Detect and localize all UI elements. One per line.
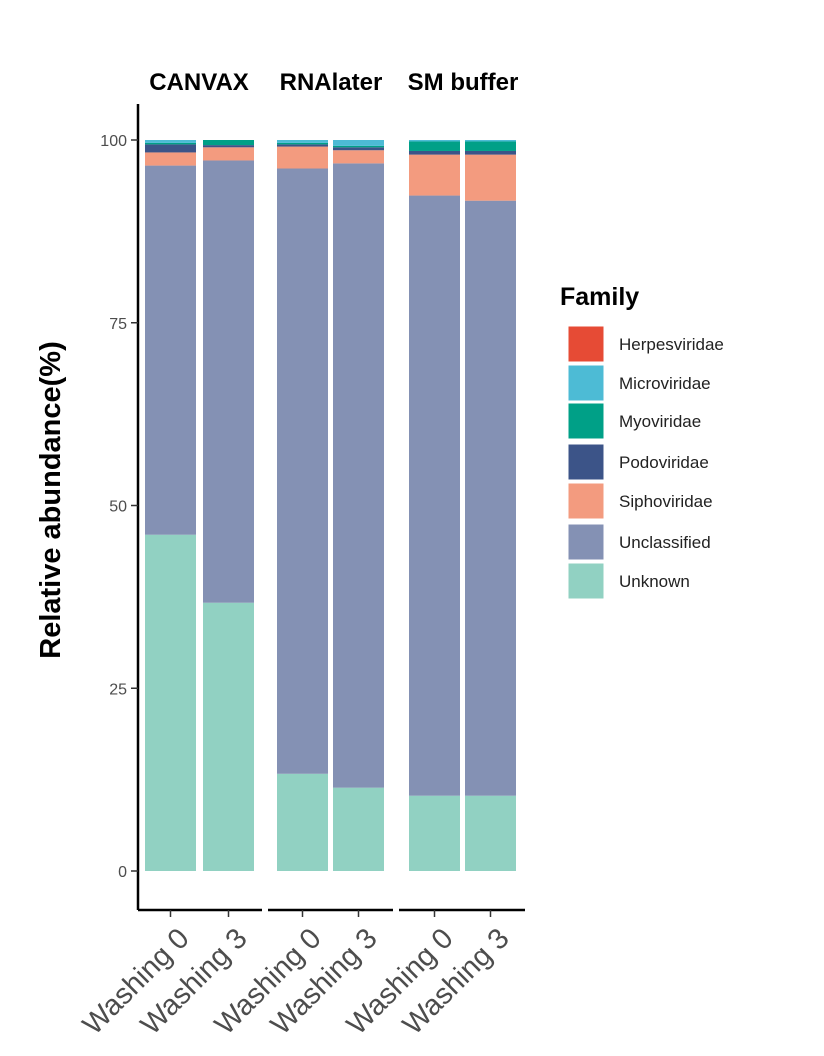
bar-segment-rnalater-washing-3-myoviridae	[333, 145, 384, 148]
bar-segment-rnalater-washing-0-unclassified	[277, 168, 328, 774]
legend-label-unknown: Unknown	[619, 572, 690, 591]
bars-layer	[145, 140, 516, 871]
legend-key-siphoviridae	[567, 482, 605, 520]
y-tick-label-25: 25	[109, 681, 127, 698]
bar-segment-sm-buffer-washing-0-podoviridae	[409, 150, 460, 155]
bar-segment-rnalater-washing-3-unclassified	[333, 163, 384, 788]
bar-segment-sm-buffer-washing-0-microviridae	[409, 140, 460, 142]
bar-segment-sm-buffer-washing-0-unclassified	[409, 195, 460, 796]
y-tick-label-75: 75	[109, 316, 127, 333]
bar-segment-canvax-washing-0-myoviridae	[145, 142, 196, 145]
y-tick-label-100: 100	[100, 133, 127, 150]
bar-segment-canvax-washing-0-microviridae	[145, 140, 196, 143]
bar-segment-rnalater-washing-0-myoviridae	[277, 142, 328, 145]
bar-segment-sm-buffer-washing-0-myoviridae	[409, 141, 460, 151]
y-axis-ticks: 0 25 50 75 100	[100, 133, 138, 881]
bar-segment-sm-buffer-washing-3-myoviridae	[465, 141, 516, 151]
legend-key-unclassified	[567, 523, 605, 561]
legend-label-unclassified: Unclassified	[619, 533, 711, 552]
legend-key-myoviridae	[567, 402, 605, 440]
bar-segment-rnalater-washing-0-microviridae	[277, 140, 328, 143]
bar-segment-rnalater-washing-0-podoviridae	[277, 144, 328, 147]
legend-label-siphoviridae: Siphoviridae	[619, 492, 713, 511]
facet-title-rnalater: RNAlater	[280, 69, 383, 96]
legend-label-microviridae: Microviridae	[619, 374, 711, 393]
legend-key-microviridae	[567, 364, 605, 402]
bar-segment-rnalater-washing-3-unknown	[333, 787, 384, 871]
bar-segment-sm-buffer-washing-3-podoviridae	[465, 150, 516, 155]
facet-title-canvax: CANVAX	[149, 69, 249, 96]
legend-key-unknown	[567, 562, 605, 600]
legend-key-herpesviridae	[567, 325, 605, 363]
bar-segment-rnalater-washing-0-siphoviridae	[277, 146, 328, 169]
bar-segment-canvax-washing-3-myoviridae	[203, 140, 254, 146]
bar-segment-canvax-washing-0-unclassified	[145, 165, 196, 535]
legend-title: Family	[560, 283, 639, 311]
legend-label-podoviridae: Podoviridae	[619, 453, 709, 472]
bar-segment-canvax-washing-0-siphoviridae	[145, 152, 196, 166]
bar-segment-rnalater-washing-3-podoviridae	[333, 147, 384, 151]
bar-segment-canvax-washing-0-podoviridae	[145, 144, 196, 153]
bar-segment-rnalater-washing-0-unknown	[277, 773, 328, 871]
bar-segment-sm-buffer-washing-0-unknown	[409, 795, 460, 871]
legend-items: Herpesviridae Microviridae Myoviridae Podov…	[567, 325, 724, 600]
bar-segment-canvax-washing-3-podoviridae	[203, 145, 254, 148]
legend-label-herpesviridae: Herpesviridae	[619, 335, 724, 354]
bar-segment-canvax-washing-3-unknown	[203, 602, 254, 871]
bar-segment-rnalater-washing-3-microviridae	[333, 140, 384, 146]
bar-segment-canvax-washing-0-unknown	[145, 534, 196, 871]
legend-label-myoviridae: Myoviridae	[619, 412, 701, 431]
bar-segment-sm-buffer-washing-0-siphoviridae	[409, 154, 460, 196]
bar-segment-sm-buffer-washing-3-microviridae	[465, 140, 516, 142]
y-axis-title: Relative abundance(%)	[35, 341, 67, 658]
bar-segment-canvax-washing-3-unclassified	[203, 160, 254, 603]
facet-titles: CANVAX RNAlater SM buffer	[149, 69, 518, 96]
legend: Family Herpesviridae Microviridae Myovirid…	[560, 283, 724, 600]
legend-key-podoviridae	[567, 443, 605, 481]
axes-layer	[136, 104, 525, 912]
facet-title-sm-buffer: SM buffer	[408, 69, 519, 96]
bar-segment-sm-buffer-washing-3-unknown	[465, 795, 516, 871]
y-tick-label-0: 0	[118, 864, 127, 881]
y-tick-label-50: 50	[109, 499, 127, 516]
bar-segment-sm-buffer-washing-3-siphoviridae	[465, 154, 516, 201]
bar-segment-rnalater-washing-3-siphoviridae	[333, 150, 384, 164]
bar-segment-canvax-washing-3-siphoviridae	[203, 147, 254, 161]
bar-segment-sm-buffer-washing-3-unclassified	[465, 200, 516, 796]
